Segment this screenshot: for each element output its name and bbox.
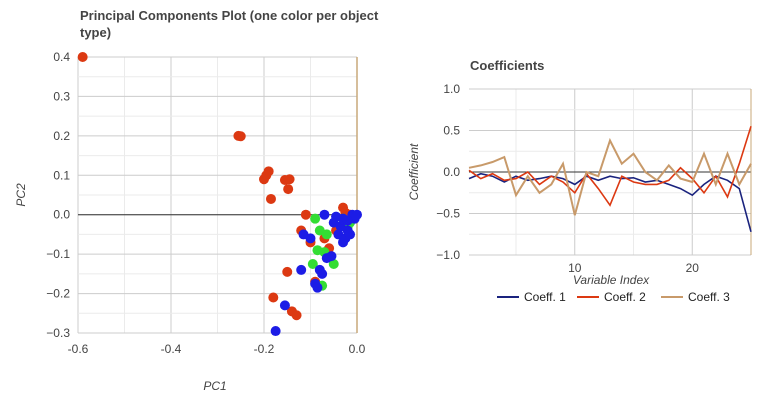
pca-point-red <box>77 52 88 62</box>
coef-x-axis-label: Variable Index <box>573 273 650 287</box>
pca-point-red <box>283 184 294 195</box>
pca-point-red <box>300 209 311 220</box>
pca-x-tick-label: -0.4 <box>161 342 182 356</box>
coef-lines <box>468 126 752 233</box>
coef-y-tick-label: −1.0 <box>436 248 460 262</box>
pca-point-blue <box>319 209 330 220</box>
pca-point-red <box>259 174 269 185</box>
pca-title-line1: Principal Components Plot (one color per… <box>80 8 379 23</box>
pca-y-tick-label: 0.2 <box>53 129 70 143</box>
pca-point-green <box>321 229 332 240</box>
coef-y-tick-label: 1.0 <box>443 82 460 96</box>
pca-point-red <box>268 292 279 303</box>
coef-series-line-1 <box>468 172 752 233</box>
pca-point-blue <box>326 251 337 262</box>
pca-y-tick-label: 0.0 <box>53 208 70 222</box>
pca-point-blue <box>270 326 281 337</box>
pca-tick-labels: -0.6 -0.4 -0.2 0.0 0.4 0.3 0.2 0.1 0.0 −0.1 −0.2 −0… <box>46 50 365 356</box>
pca-points <box>77 52 362 337</box>
pca-point-blue <box>298 229 309 240</box>
pca-point-red <box>284 174 295 185</box>
coef-series-line-3 <box>468 137 752 216</box>
pca-y-tick-label: 0.1 <box>53 168 70 182</box>
pca-chart: Principal Components Plot (one color per… <box>14 8 379 393</box>
pca-x-tick-label: -0.6 <box>68 342 89 356</box>
pca-point-blue <box>296 264 307 275</box>
pca-point-red <box>282 266 293 277</box>
pca-title-line2: type) <box>80 25 111 40</box>
coef-series-line-2 <box>468 126 752 207</box>
coef-y-tick-label: 0.5 <box>443 124 460 138</box>
pca-point-green <box>310 213 321 224</box>
pca-x-axis-label: PC1 <box>203 379 226 393</box>
pca-x-tick-label: 0.0 <box>349 342 366 356</box>
pca-y-tick-label: −0.1 <box>46 247 70 261</box>
pca-point-green <box>307 259 318 269</box>
coef-x-tick-label: 10 <box>568 261 582 275</box>
coef-grid <box>469 88 752 256</box>
pca-x-tick-label: -0.2 <box>254 342 275 356</box>
pca-y-axis-label: PC2 <box>14 183 28 207</box>
coef-legend-label: Coeff. 3 <box>688 290 730 304</box>
pca-y-tick-label: −0.2 <box>46 287 70 301</box>
coef-y-axis-label: Coefficient <box>407 143 421 200</box>
pca-point-blue <box>317 268 328 279</box>
pca-y-tick-label: 0.4 <box>53 50 70 64</box>
coef-y-tick-label: −0.5 <box>436 207 460 221</box>
coef-title: Coefficients <box>470 58 544 73</box>
pca-point-green <box>328 259 339 269</box>
pca-point-blue <box>342 215 353 226</box>
coef-y-tick-label: 0.0 <box>443 165 460 179</box>
coef-tick-labels: 10 20 1.0 0.5 0.0 −0.5 −1.0 <box>436 82 699 275</box>
pca-point-blue <box>345 229 356 240</box>
pca-y-tick-label: 0.3 <box>53 89 70 103</box>
pca-y-tick-label: −0.3 <box>46 326 70 340</box>
pca-point-red <box>235 131 246 142</box>
coef-legend-label: Coeff. 1 <box>524 290 566 304</box>
pca-point-blue <box>312 282 323 293</box>
pca-point-red <box>291 310 302 321</box>
pca-point-blue <box>331 211 342 222</box>
pca-point-blue <box>279 300 290 311</box>
pca-point-red <box>265 193 276 204</box>
coef-x-tick-label: 20 <box>686 261 700 275</box>
coefficients-chart: Coefficients 10 20 1.0 0.5 0.0 −0.5 −1.0 Varia… <box>407 58 752 304</box>
coef-legend: Coeff. 1 Coeff. 2 Coeff. 3 <box>497 290 730 304</box>
coef-legend-label: Coeff. 2 <box>604 290 646 304</box>
